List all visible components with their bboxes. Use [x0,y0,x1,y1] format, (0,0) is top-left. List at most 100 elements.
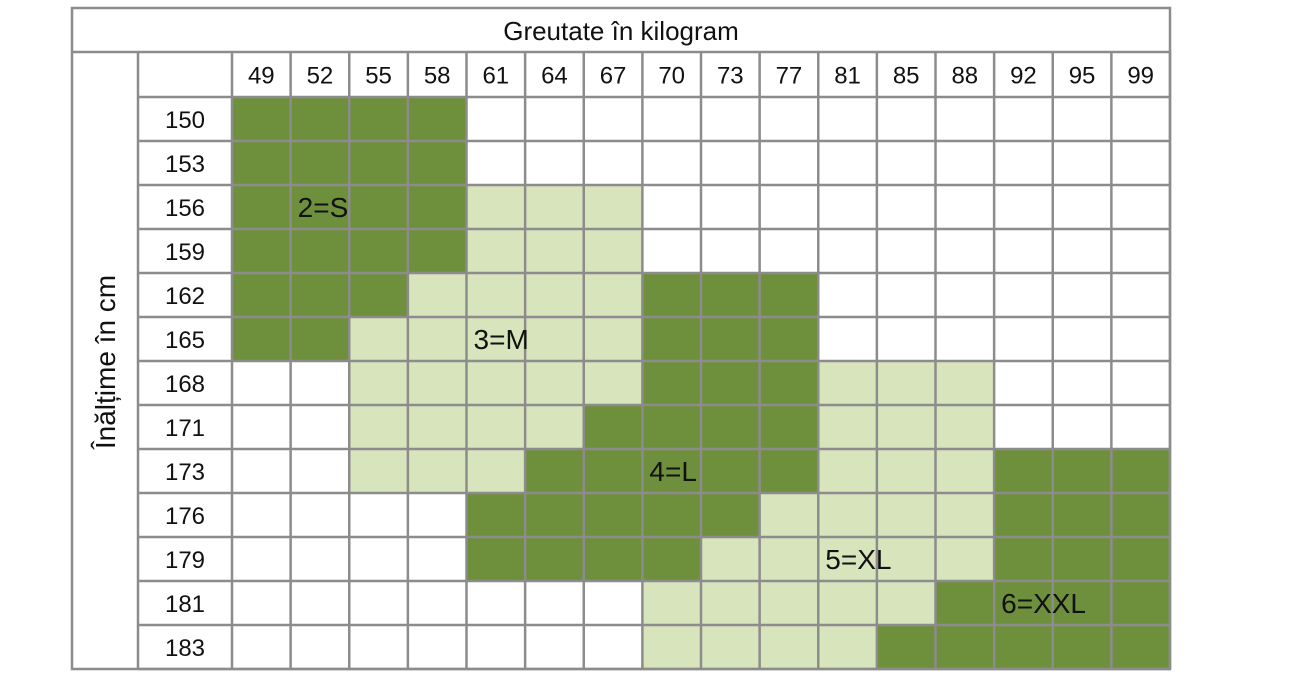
size-cell [232,493,291,537]
size-cell [407,141,467,185]
size-cell [642,97,701,141]
size-cell [701,141,760,185]
size-cell [232,449,291,493]
size-cell [1111,405,1170,449]
height-header: 153 [165,151,205,178]
height-header: 150 [165,107,205,134]
size-cell [701,581,760,625]
size-cell [525,581,584,625]
size-cell [349,405,408,449]
size-cell [642,493,701,537]
size-cell [935,449,995,493]
height-header: 176 [165,503,205,530]
size-cell [994,537,1053,581]
size-cell [583,317,643,361]
size-cell [876,537,936,581]
size-cell [349,449,408,493]
size-cell [1052,273,1112,317]
size-cell [876,317,936,361]
size-cell [1111,97,1170,141]
size-cell [349,361,408,405]
size-cell [349,537,408,581]
size-cell [759,273,819,317]
size-cell [466,405,526,449]
cells-layer [232,97,1170,669]
size-cell [525,141,584,185]
size-cell [290,317,350,361]
size-cell [466,317,526,361]
size-cell [349,493,408,537]
size-cell [935,405,995,449]
size-cell [642,449,701,493]
size-cell [876,361,936,405]
size-cell [525,229,584,273]
size-cell [407,493,467,537]
size-cell [1052,493,1112,537]
size-cell [1111,361,1170,405]
size-cell [232,405,291,449]
size-cell [349,141,408,185]
size-cell [759,449,819,493]
size-cell [642,581,701,625]
size-cell [759,317,819,361]
size-cell [583,625,643,669]
size-cell [935,273,995,317]
size-cell [876,493,936,537]
height-header: 159 [165,239,205,266]
size-annotation: 6=XXL [1001,588,1086,619]
size-cell [466,141,526,185]
size-cell [642,141,701,185]
size-cell [290,405,350,449]
size-cell [818,229,877,273]
size-cell [1052,537,1112,581]
size-cell [935,581,995,625]
size-cell [759,361,819,405]
size-cell [349,273,408,317]
size-cell [525,97,584,141]
size-cell [583,273,643,317]
size-cell [466,625,526,669]
weight-header: 88 [951,63,978,90]
size-cell [466,185,526,229]
size-cell [1052,141,1112,185]
size-cell [876,229,936,273]
size-cell [642,405,701,449]
size-cell [466,97,526,141]
size-cell [583,361,643,405]
size-cell [407,229,467,273]
size-cell [466,361,526,405]
size-cell [407,185,467,229]
grid-layer [70,6,1172,671]
size-cell [407,625,467,669]
height-header: 168 [165,371,205,398]
size-cell [935,625,995,669]
height-header: 162 [165,283,205,310]
size-cell [818,537,877,581]
weight-header: 55 [365,63,392,90]
size-cell [994,141,1053,185]
size-cell [1111,537,1170,581]
size-annotation: 3=M [474,324,529,355]
size-cell [818,141,877,185]
size-cell [1052,185,1112,229]
size-cell [232,229,291,273]
size-cell [290,537,350,581]
size-cell [1111,625,1170,669]
size-cell [407,317,467,361]
size-cell [290,97,350,141]
size-cell [701,361,760,405]
height-header: 181 [165,591,205,618]
size-cell [232,537,291,581]
weight-header: 58 [424,63,451,90]
weight-header: 77 [776,63,803,90]
size-cell [583,581,643,625]
size-cell [994,317,1053,361]
size-cell [232,581,291,625]
size-cell [1052,405,1112,449]
size-cell [290,185,350,229]
size-cell [994,493,1053,537]
size-cell [994,625,1053,669]
size-cell [876,405,936,449]
size-cell [290,493,350,537]
size-cell [701,405,760,449]
